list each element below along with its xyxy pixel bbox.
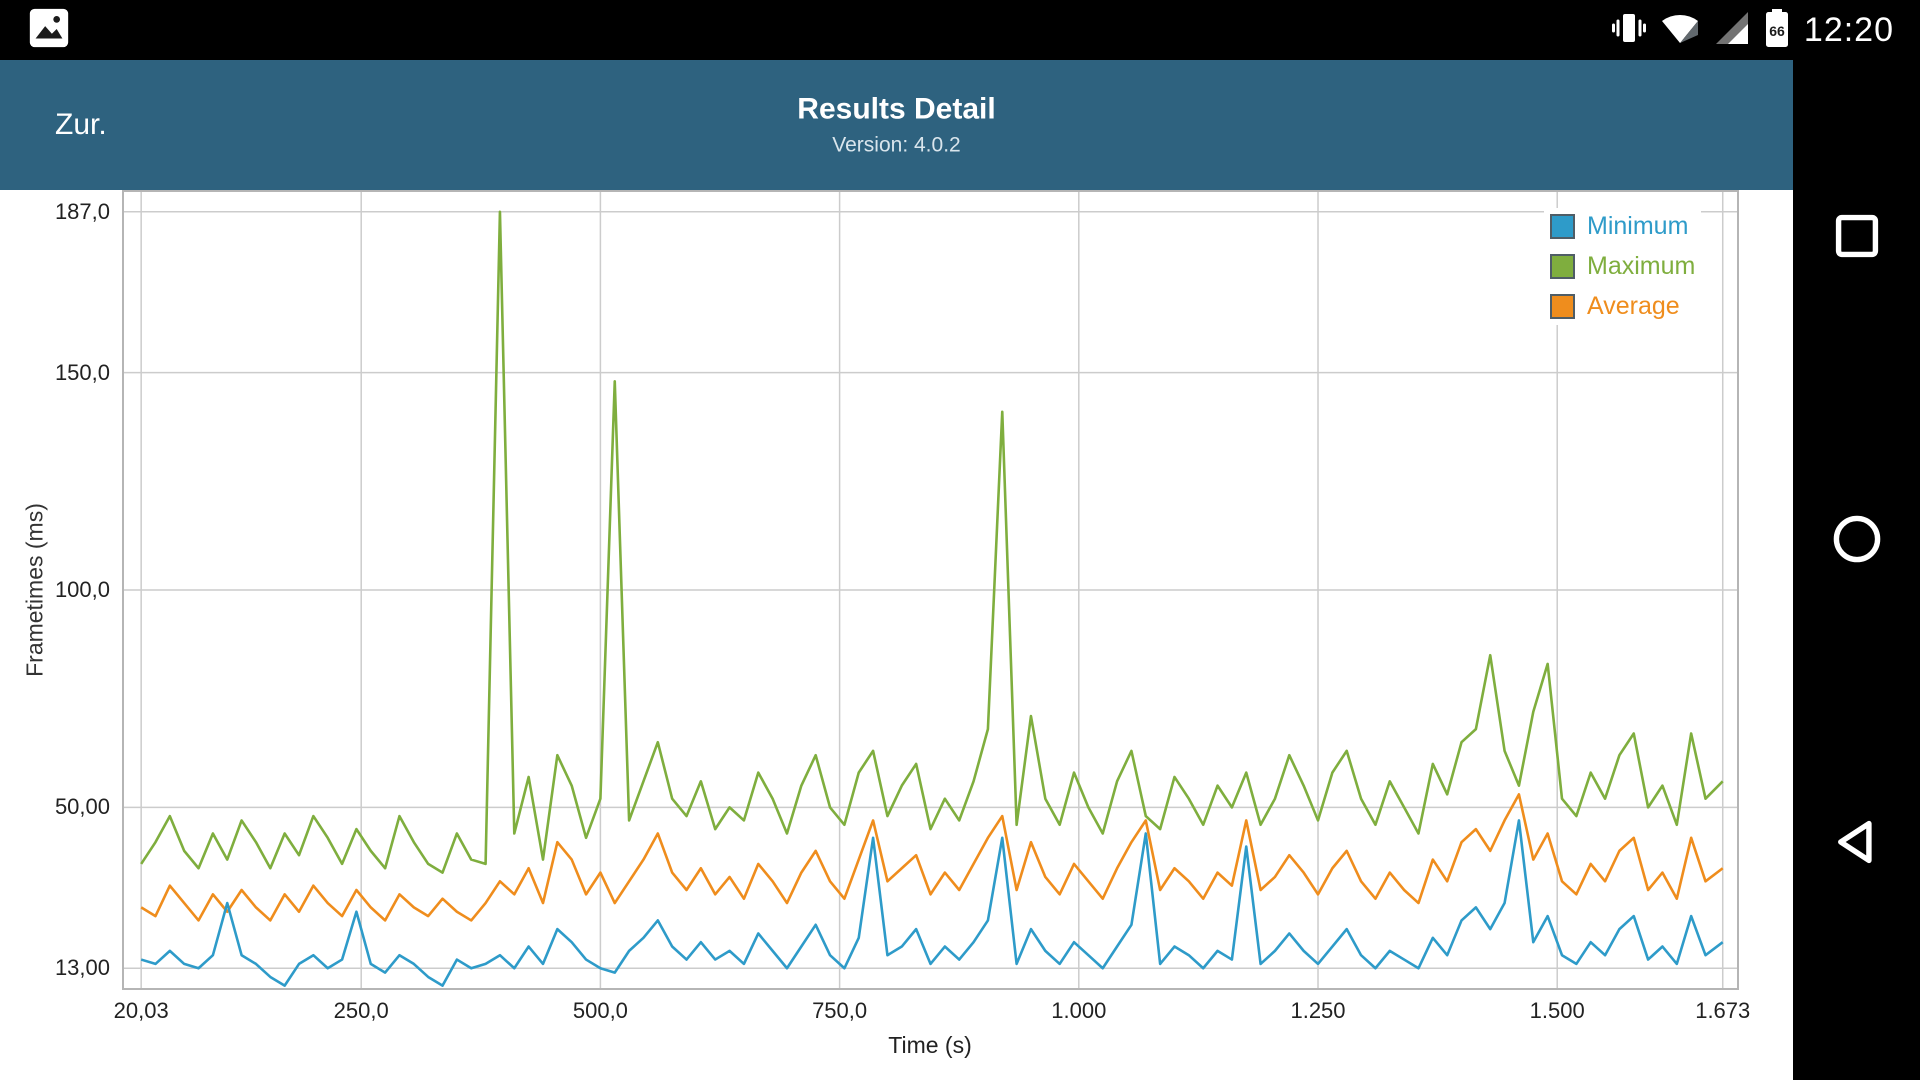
circle-icon (1833, 515, 1880, 563)
x-axis-title: Time (s) (888, 1032, 972, 1058)
cellular-signal-icon (1714, 10, 1750, 51)
y-axis-title: Frametimes (ms) (21, 503, 48, 677)
x-tick-label: 1.673 (1695, 998, 1751, 1023)
legend-label-average: Average (1587, 292, 1680, 320)
y-tick-label: 150,0 (54, 359, 110, 385)
screenshot-notification-icon (26, 5, 72, 56)
x-tick-label: 1.500 (1529, 998, 1585, 1023)
back-nav-button[interactable] (1831, 816, 1883, 868)
chart-panel: Frametimes (ms) Minimum Maximum Average (0, 190, 1793, 1080)
vibrate-icon (1611, 9, 1646, 52)
legend-label-maximum: Maximum (1587, 252, 1696, 280)
square-icon (1835, 214, 1878, 258)
back-button[interactable]: Zur. (55, 108, 107, 141)
y-tick-label: 50,00 (54, 794, 110, 820)
y-tick-label: 13,00 (54, 955, 110, 981)
legend-item-maximum[interactable]: Maximum (1550, 252, 1695, 281)
plot-svg (122, 190, 1739, 990)
version-subtitle: Version: 4.0.2 (832, 133, 961, 157)
legend-swatch-minimum (1550, 214, 1575, 239)
status-bar: 66 12:20 (0, 0, 1920, 60)
navigation-bar (1793, 60, 1920, 1080)
triangle-icon (1837, 820, 1872, 864)
x-tick-label: 1.000 (1051, 998, 1107, 1023)
page-title: Results Detail (797, 92, 996, 126)
x-tick-label: 500,0 (572, 998, 628, 1023)
x-tick-label: 1.250 (1290, 998, 1346, 1023)
app-header: Zur. Results Detail Version: 4.0.2 (0, 60, 1793, 190)
home-button[interactable] (1831, 513, 1883, 565)
legend-item-average[interactable]: Average (1550, 292, 1695, 321)
recents-button[interactable] (1831, 210, 1883, 262)
plot-area: Minimum Maximum Average 20,03 250,0 500,0 7… (55, 190, 1750, 1023)
legend-swatch-maximum (1550, 254, 1575, 279)
legend-label-minimum: Minimum (1587, 212, 1689, 240)
legend-swatch-average (1550, 294, 1575, 319)
x-tick-label: 750,0 (812, 998, 868, 1023)
clock: 12:20 (1803, 10, 1894, 49)
app-window: Zur. Results Detail Version: 4.0.2 Frame… (0, 60, 1793, 1080)
x-tick-label: 20,03 (113, 998, 169, 1023)
battery-icon: 66 (1764, 7, 1790, 54)
y-tick-label: 100,0 (54, 577, 110, 602)
battery-level: 66 (1769, 23, 1785, 39)
y-tick-label: 187,0 (54, 198, 110, 224)
chart-legend: Minimum Maximum Average (1544, 208, 1702, 325)
legend-item-minimum[interactable]: Minimum (1550, 212, 1695, 241)
x-tick-label: 250,0 (333, 998, 389, 1023)
wifi-icon (1660, 11, 1700, 50)
